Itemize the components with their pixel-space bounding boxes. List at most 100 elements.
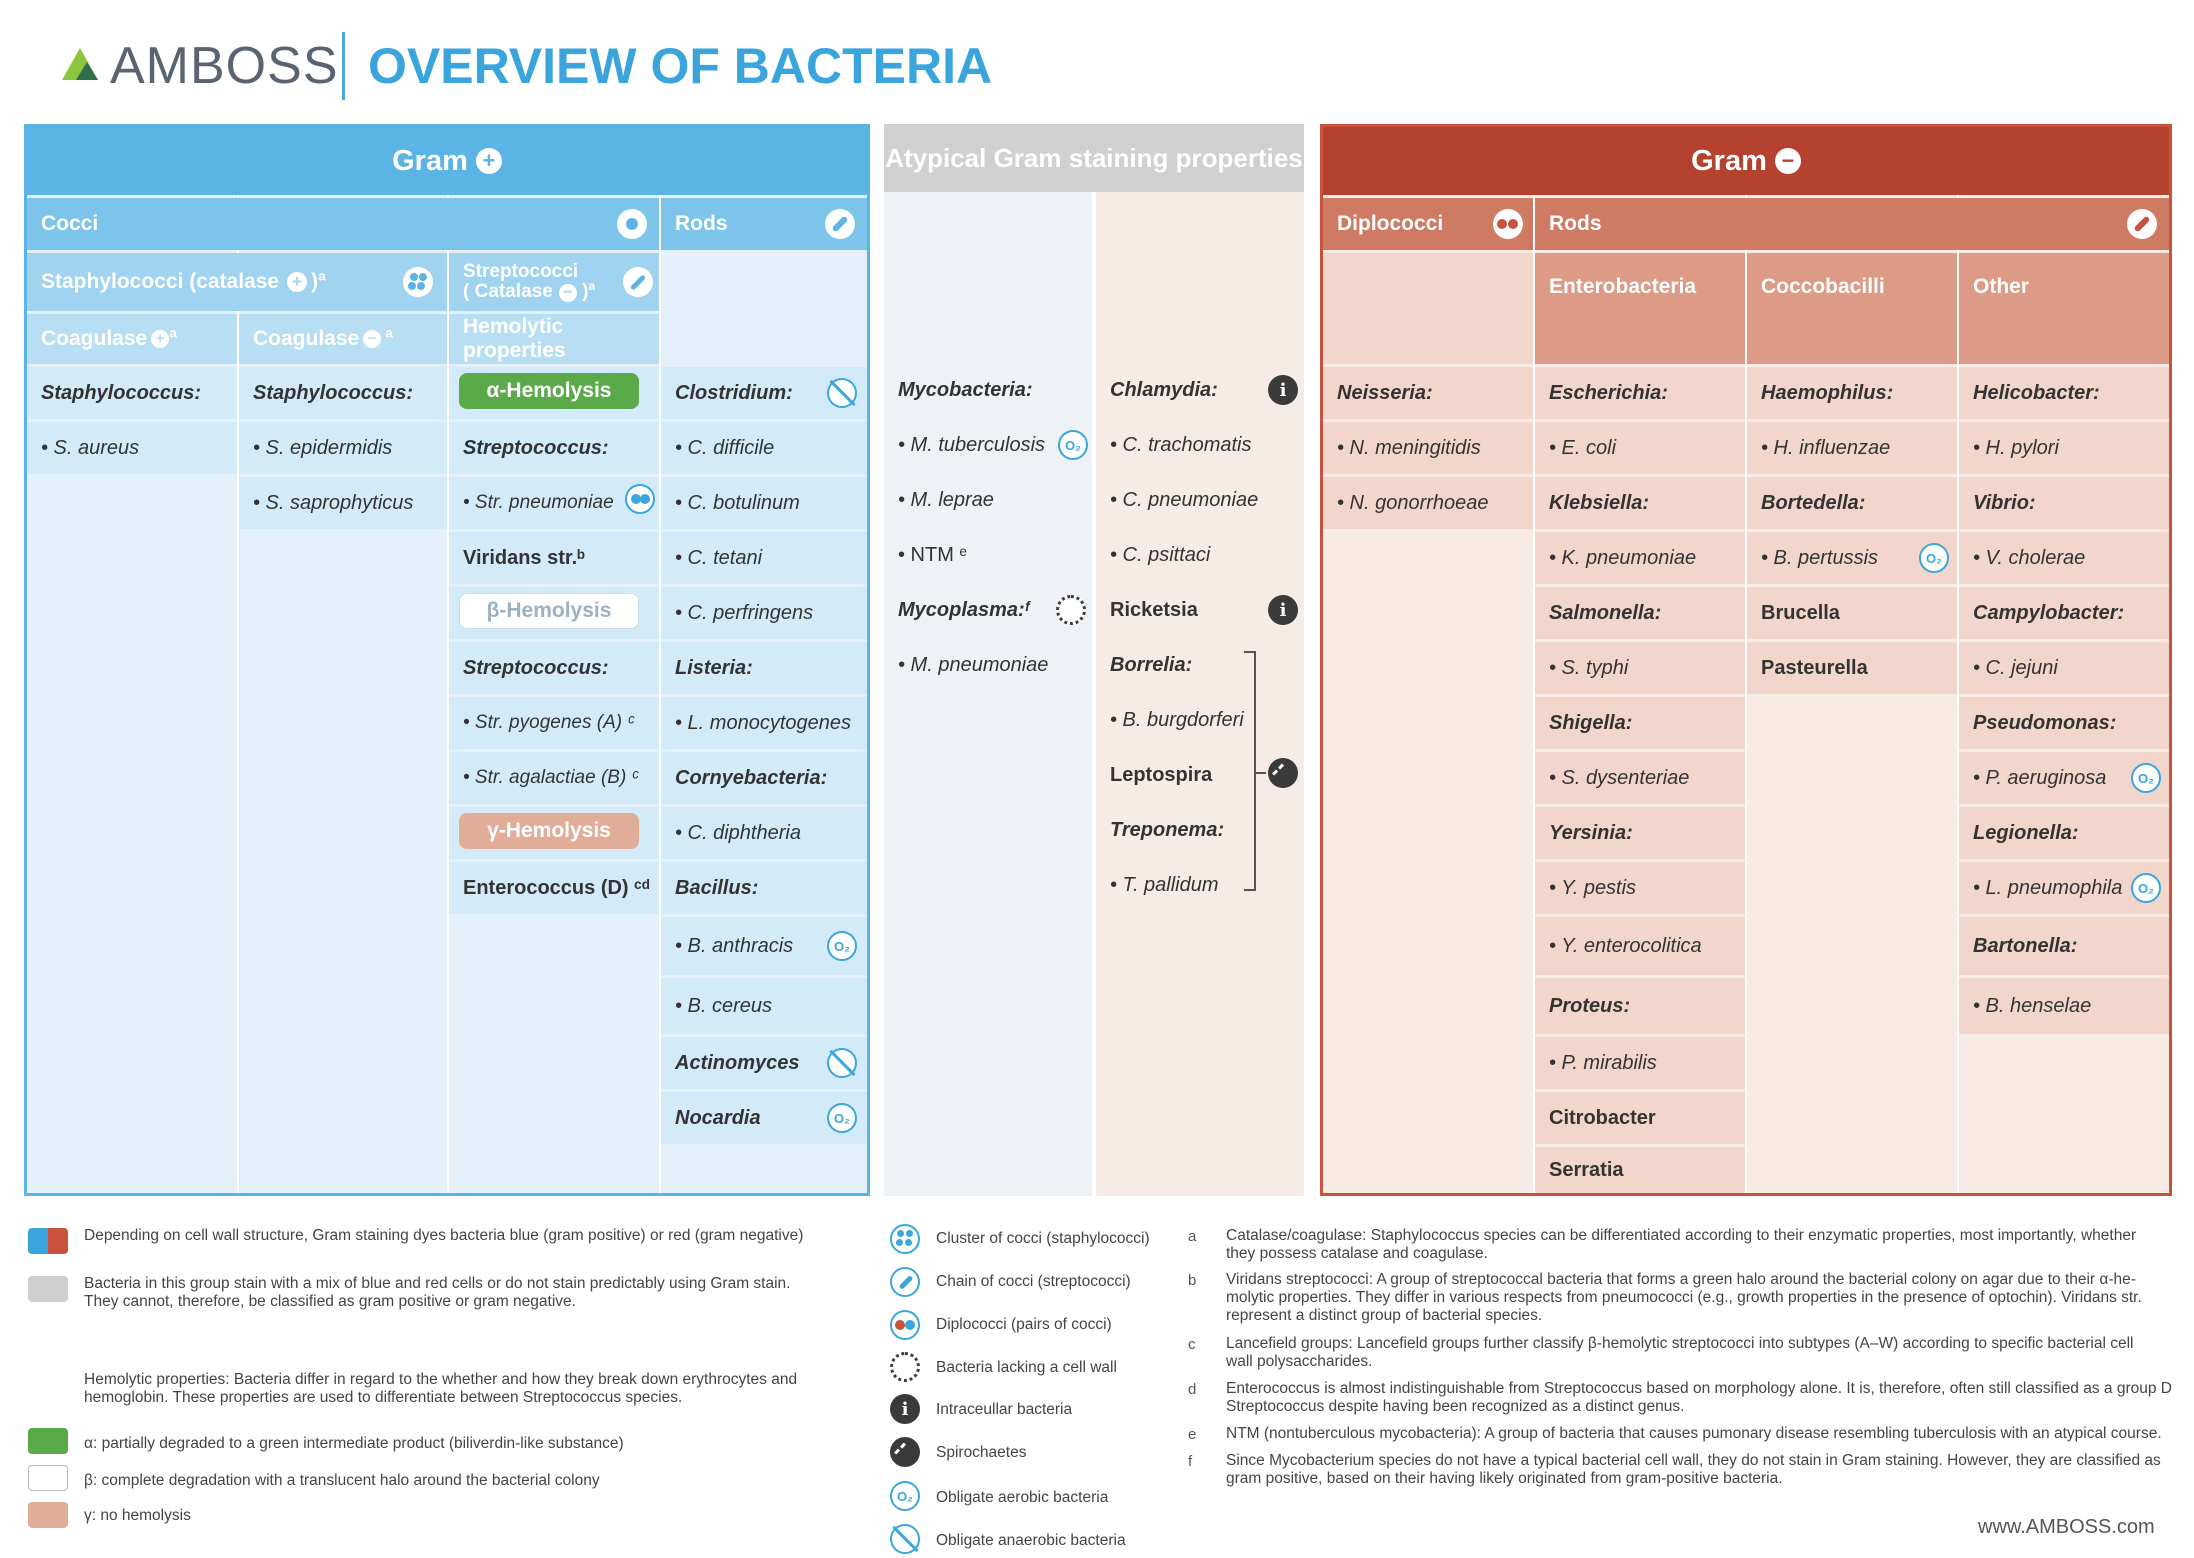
strep-catalase-label: ( Catalase [463,281,553,302]
footnote-c-line1: Lancefield groups: Lancefield groups fur… [1226,1335,2134,1352]
gram-negative-header: Gram − [1323,127,2169,195]
species-k-pneumoniae: • K. pneumoniae [1535,532,1745,584]
genus-staphylococcus: Staphylococcus: [239,367,447,419]
species-l-monocytogenes: • L. monocytogenes [661,697,867,749]
genus-vibrio: Vibrio: [1959,477,2169,529]
legend-icon-label: Obligate anaerobic bacteria [936,1532,1126,1549]
legend-alpha: α: partially degraded to a green interme… [84,1435,624,1452]
no-cell-wall-icon [1056,595,1086,625]
anaerobic-icon [827,378,857,408]
rods-header: Rods [1535,198,2169,250]
chain-icon [623,267,653,297]
genus-shigella: Shigella: [1535,697,1745,749]
genus-pseudomonas: Pseudomonas: [1959,697,2169,749]
intracellular-icon: i [1268,375,1298,405]
viridans-streptococci: Viridans str.ᵇ [449,532,659,584]
coagulase-negative-header: Coagulase − ª [239,314,447,364]
diplococci-icon [890,1310,920,1340]
alpha-hemolysis-badge: α-Hemolysis [459,373,639,409]
page-title: OVERVIEW OF BACTERIA [368,38,993,94]
cocci-label: Cocci [41,212,99,235]
legend-icon-label: Cluster of cocci (staphylococci) [936,1230,1150,1247]
aerobic-icon: O₂ [2131,763,2161,793]
species-y-pestis: • Y. pestis [1535,862,1745,914]
diplococci-icon [625,484,655,514]
website-url[interactable]: www.AMBOSS.com [1978,1516,2155,1538]
plus-icon: + [287,272,308,292]
gram-positive-title: Gram [392,144,468,177]
genus-bacillus: Bacillus: [661,862,867,914]
other-label: Other [1973,275,2030,298]
genus-mycobacteria: Mycobacteria: [884,364,1092,416]
other-header: Other [1959,253,2169,364]
footnote-letter: f [1188,1453,1193,1470]
legend-icon-label: Bacteria lacking a cell wall [936,1359,1117,1376]
species-b-henselae: • B. henselae [1959,978,2169,1034]
footnote-letter: e [1188,1426,1197,1443]
coccus-icon [617,209,647,239]
gamma-swatch [28,1502,68,1528]
no-cell-wall-icon [890,1352,920,1382]
coccobacilli-header: Coccobacilli [1747,253,1957,364]
species-c-diphtheria: • C. diphtheria [661,807,867,859]
aerobic-icon: O₂ [827,931,857,961]
species-v-cholerae: • V. cholerae [1959,532,2169,584]
coag-pos-footnote: ª [169,327,177,350]
legend-beta: β: complete degradation with a transluce… [84,1472,600,1489]
hemolytic-properties-header: Hemolytic properties [449,314,659,364]
legend-gram-text: Depending on cell wall structure, Gram s… [84,1227,804,1244]
legend-gray-line1: Bacteria in this group stain with a mix … [84,1275,791,1292]
spirochaete-bracket [1244,651,1256,891]
diplococci-icon [1493,209,1523,239]
species-s-dysenteriae: • S. dysenteriae [1535,752,1745,804]
minus-icon: − [363,330,382,348]
coagulase-neg-label: Coagulase [253,327,360,350]
footnote-d-line1: Enterococcus is almost indistinguishable… [1226,1380,2172,1397]
legend-icon-label: Spirochaetes [936,1444,1027,1461]
coagulase-pos-label: Coagulase [41,327,148,350]
aerobic-icon: O₂ [1058,430,1088,460]
enterobacteria-header: Enterobacteria [1535,253,1745,364]
genus-klebsiella: Klebsiella: [1535,477,1745,529]
species-str-pneumoniae: • Str. pneumoniae [449,477,659,529]
anaerobic-icon [890,1524,920,1554]
intracellular-icon: i [1268,595,1298,625]
staph-footnote: )ª [311,270,326,293]
species-y-enterocolitica: • Y. enterocolitica [1535,917,1745,975]
genus-streptococcus: Streptococcus: [449,422,659,474]
strep-footnote: )ª [582,281,596,302]
gram-positive-header: Gram + [27,127,867,195]
rods-label: Rods [675,212,728,235]
species-s-epidermidis: • S. epidermidis [239,422,447,474]
gamma-hemolysis-badge: γ-Hemolysis [459,813,639,849]
species-c-botulinum: • C. botulinum [661,477,867,529]
genus-salmonella: Salmonella: [1535,587,1745,639]
aerobic-icon: O₂ [827,1103,857,1133]
chain-icon [890,1267,920,1297]
legend-hemolytic-line2: hemoglobin. These properties are used to… [84,1389,683,1406]
genus-escherichia: Escherichia: [1535,367,1745,419]
strep-catalase-line: ( Catalase − )ª [463,282,595,302]
genus-serratia: Serratia [1535,1147,1745,1193]
intracellular-icon: i [890,1394,920,1424]
amboss-logo-icon [62,48,98,80]
coag-neg-footnote: ª [385,327,393,350]
cluster-icon [403,267,433,297]
footnote-c-line2: wall polysaccharides. [1226,1353,1373,1370]
species-c-trachomatis: • C. trachomatis [1096,419,1304,471]
genus-bartonella: Bartonella: [1959,917,2169,975]
gram-negative-panel: Gram − Diplococci Rods Enterobacteria Co… [1320,124,2172,1196]
genus-bortedella: Bortedella: [1747,477,1957,529]
species-m-tuberculosis: • M. tuberculosis [884,419,1092,471]
aerobic-icon: O₂ [890,1481,920,1511]
species-m-leprae: • M. leprae [884,474,1092,526]
enterococcus: Enterococcus (D) ᶜᵈ [449,862,659,914]
species-c-pneumoniae: • C. pneumoniae [1096,474,1304,526]
anaerobic-icon [827,1048,857,1078]
minus-icon: − [558,284,577,302]
genus-borrelia: Borrelia: [1096,639,1304,691]
footnote-f-line2: gram positive, based on their having lik… [1226,1470,1783,1487]
coagulase-positive-header: Coagulase + ª [27,314,237,364]
rod-icon [2127,209,2157,239]
species-t-pallidum: • T. pallidum [1096,859,1304,911]
